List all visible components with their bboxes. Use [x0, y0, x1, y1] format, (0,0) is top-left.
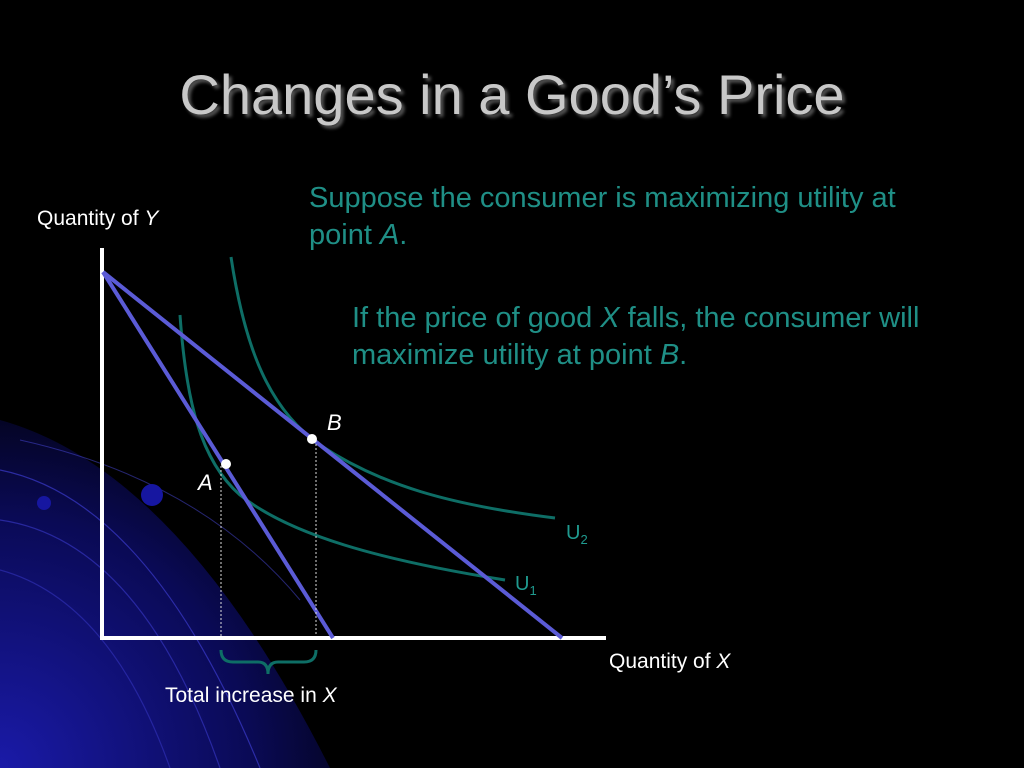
total-increase-label: Total increase in X [165, 684, 337, 707]
page-title: Changes in a Good’s Price [179, 63, 845, 126]
indifference-curve-u2 [229, 256, 556, 520]
indifference-curve-u1 [178, 314, 506, 582]
increase-brace [219, 649, 318, 675]
point-b-label: B [327, 410, 342, 435]
curve-u2-label: U2 [566, 522, 588, 547]
budget-line-original [101, 270, 335, 640]
point-a-label: A [198, 470, 213, 495]
point-a-marker [221, 459, 231, 469]
curve-u1-label: U1 [515, 573, 537, 598]
x-axis-label: Quantity of X [609, 650, 731, 673]
budget-line-new [101, 270, 564, 640]
paragraph-point-b: If the price of good X falls, the consum… [352, 302, 920, 371]
paragraph-point-a: Suppose the consumer is maximizing utili… [309, 182, 896, 251]
y-axis-label: Quantity of Y [37, 207, 159, 230]
decorative-dot [37, 496, 51, 510]
decorative-dot [141, 484, 163, 506]
point-b-marker [307, 434, 317, 444]
